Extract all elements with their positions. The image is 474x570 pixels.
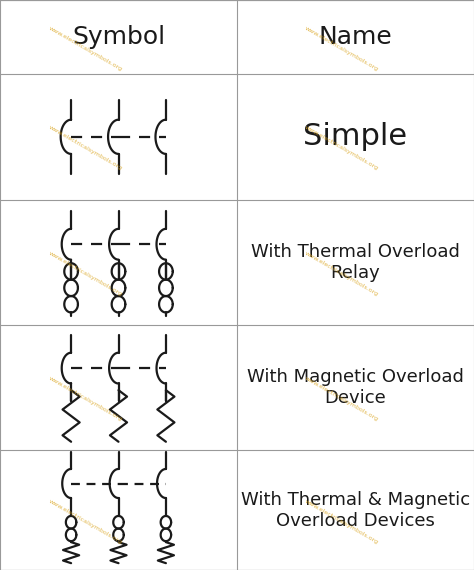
Text: Symbol: Symbol [72, 25, 165, 49]
Text: With Thermal Overload
Relay: With Thermal Overload Relay [251, 243, 460, 282]
Text: www.electricalsymbols.org: www.electricalsymbols.org [48, 25, 123, 72]
Text: www.electricalsymbols.org: www.electricalsymbols.org [48, 125, 123, 172]
Text: www.electricalsymbols.org: www.electricalsymbols.org [48, 376, 123, 422]
Text: www.electricalsymbols.org: www.electricalsymbols.org [304, 250, 379, 297]
Text: www.electricalsymbols.org: www.electricalsymbols.org [48, 250, 123, 297]
Text: www.electricalsymbols.org: www.electricalsymbols.org [304, 498, 379, 545]
Text: Simple: Simple [303, 123, 408, 151]
Text: With Thermal & Magnetic
Overload Devices: With Thermal & Magnetic Overload Devices [241, 491, 470, 530]
Text: www.electricalsymbols.org: www.electricalsymbols.org [48, 498, 123, 545]
Text: www.electricalsymbols.org: www.electricalsymbols.org [304, 25, 379, 72]
Text: www.electricalsymbols.org: www.electricalsymbols.org [304, 125, 379, 172]
Text: www.electricalsymbols.org: www.electricalsymbols.org [304, 376, 379, 422]
Text: Name: Name [319, 25, 392, 49]
Text: With Magnetic Overload
Device: With Magnetic Overload Device [247, 368, 464, 407]
